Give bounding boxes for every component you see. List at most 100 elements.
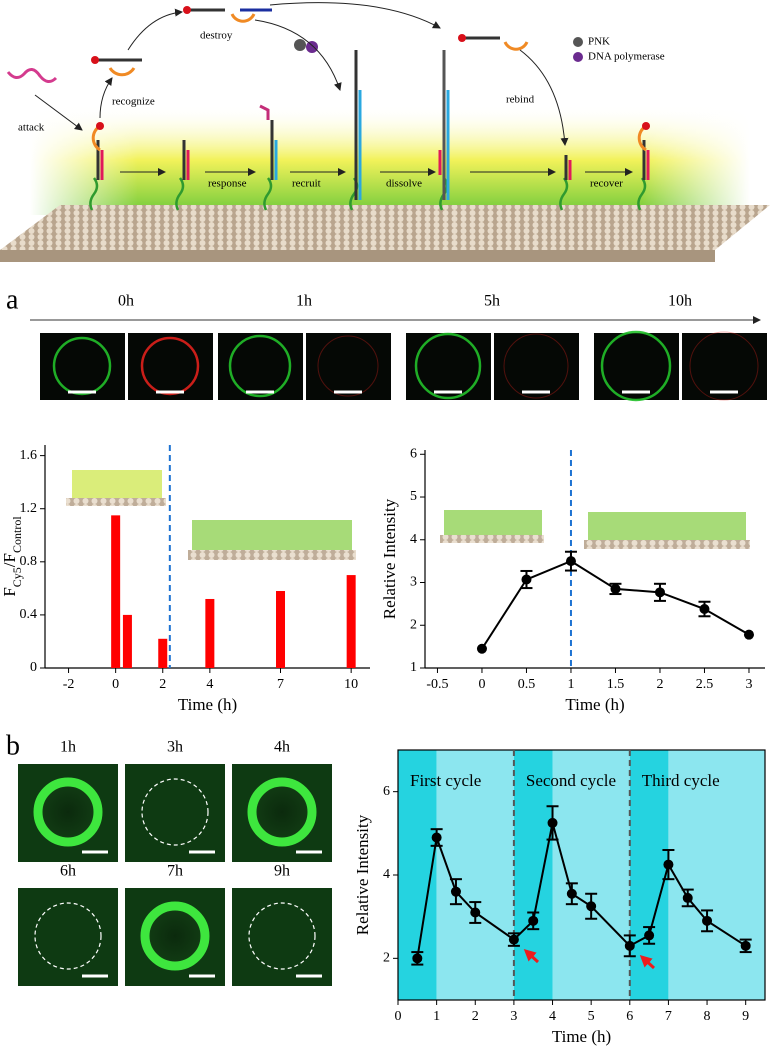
y-tick-label: 0.4 [20,607,38,622]
cycle-label: Third cycle [642,771,720,790]
y-axis-label-part: Control [10,516,24,553]
x-tick-label: 8 [704,1009,711,1024]
panel-label: a [6,284,19,315]
data-point [654,587,665,598]
y-axis-label: Relative Intensity [353,814,372,935]
x-axis-label: Time (h) [178,695,237,714]
chart-inset [66,470,750,560]
shade-band [668,750,765,1000]
x-tick-label: 7 [277,677,284,692]
y-tick-label: 1 [410,660,417,675]
vesicle-ring [52,336,112,396]
x-tick-label: 7 [665,1009,672,1024]
data-point [565,556,576,567]
y-tick-label: 2 [383,951,390,966]
micrograph [494,333,579,400]
data-point [740,940,751,951]
data-point [431,832,442,843]
data-line [481,560,750,650]
time-label: 1h [60,739,76,756]
time-label: 9h [274,863,290,880]
x-tick-label: 0 [112,677,119,692]
y-tick-label: 2 [410,617,417,632]
data-point [644,930,655,941]
y-tick-label: 4 [410,532,417,547]
y-tick-label: 0.8 [20,554,38,569]
y-tick-label: 5 [410,489,417,504]
micrograph [406,333,491,400]
micrograph [128,333,213,400]
data-point [508,934,519,945]
x-tick-label: 2 [656,677,663,692]
y-tick-label: 1.2 [20,501,38,516]
bar [111,515,121,668]
vesicle-ring [317,335,379,397]
bar [158,638,168,668]
x-tick-label: 0.5 [518,677,536,692]
time-label: 10h [668,293,692,310]
y-axis-label-part: /F [0,553,19,567]
x-tick-label: 0 [395,1009,402,1024]
x-tick-label: -0.5 [426,677,448,692]
x-tick-label: 5 [588,1009,595,1024]
vesicle-outline [248,902,316,970]
data-point [528,915,539,926]
step-label: destroy [200,30,233,42]
x-tick-label: 1 [433,1009,440,1024]
data-point [450,886,461,897]
shade-band [552,750,630,1000]
x-axis-label: Time (h) [565,695,624,714]
data-point [610,583,621,594]
data-point [586,901,597,912]
data-point [476,643,487,654]
y-axis-label: Relative Intensity [380,498,399,619]
time-label: 4h [274,739,290,756]
data-point [682,892,693,903]
panel-label: b [6,730,20,761]
x-tick-label: 2.5 [696,677,714,692]
data-point [521,574,532,585]
y-tick-label: 3 [410,575,417,590]
vesicle-ring [140,901,210,971]
data-point [699,604,710,615]
time-label: 1h [296,293,312,310]
y-axis-label-part: F [0,587,19,596]
vesicle-ring [414,332,482,400]
x-tick-label: 3 [510,1009,517,1024]
time-label: 7h [167,863,183,880]
legend-label: PNK [588,36,610,48]
y-tick-label: 6 [383,784,390,799]
step-label: response [208,178,247,190]
vesicle-outline [141,778,209,846]
micrograph [306,333,391,400]
step-label: recover [590,178,623,190]
data-point [566,888,577,899]
x-tick-label: 6 [626,1009,633,1024]
vesicle-ring [140,336,200,396]
x-tick-label: 1 [567,677,574,692]
micrographs: 0h 1h 5h 10h [40,293,767,402]
cycle-label: First cycle [410,771,481,790]
data-point [412,953,423,964]
bar [122,614,132,668]
data-point [743,629,754,640]
bar [276,591,286,668]
x-tick-label: 4 [206,677,213,692]
x-tick-label: 2 [159,677,166,692]
step-label: recruit [292,178,321,190]
data-point [702,915,713,926]
micrographs: 1h 3h 4h 6h 7h 9h [18,739,332,986]
legend-label: DNA polymerase [588,51,665,63]
x-tick-label: 9 [742,1009,749,1024]
y-tick-label: 6 [410,446,417,461]
data-point [470,907,481,918]
data-point [663,859,674,870]
data-point [547,817,558,828]
vesicle-ring [503,333,569,399]
data-point [624,940,635,951]
time-label: 5h [484,293,500,310]
y-tick-label: 1.6 [20,448,38,463]
x-tick-label: 0 [478,677,485,692]
bar [205,598,215,668]
